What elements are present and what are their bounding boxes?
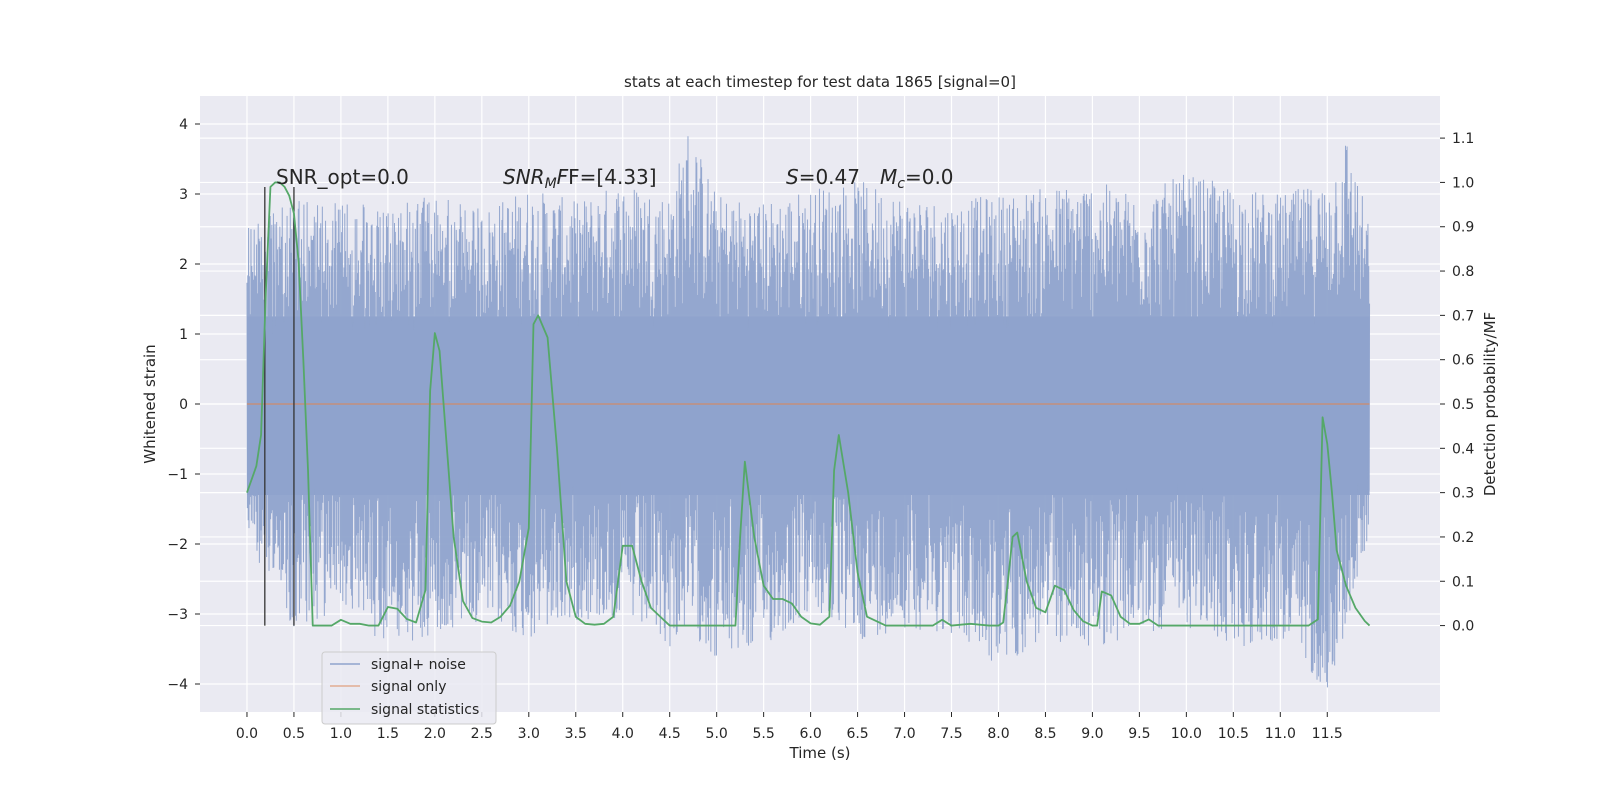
- y-right-tick-label: 1.1: [1452, 131, 1474, 147]
- x-tick-label: 0.5: [283, 726, 305, 742]
- x-tick-label: 1.0: [330, 726, 352, 742]
- snr-mf-value: F=[4.33]: [568, 165, 656, 189]
- s-annotation: S=0.47: [786, 165, 860, 189]
- x-tick-label: 4.0: [612, 726, 634, 742]
- s-value: =0.47: [799, 165, 860, 189]
- x-tick-label: 11.0: [1265, 726, 1296, 742]
- x-tick-label: 5.0: [706, 726, 728, 742]
- x-tick-label: 0.0: [236, 726, 258, 742]
- y-right-tick-label: 0.4: [1452, 441, 1474, 457]
- signal-statistics-line: [246, 181, 1371, 627]
- y-left-tick-label: 1: [179, 327, 188, 343]
- y-right-tick-label: 0.3: [1452, 486, 1474, 502]
- y-right-tick-label: 0.6: [1452, 353, 1474, 369]
- legend-label-signal-statistics: signal statistics: [371, 702, 479, 718]
- y-left-tick-label: −4: [167, 677, 188, 693]
- x-tick-label: 10.0: [1171, 726, 1202, 742]
- x-tick-label: 5.5: [753, 726, 775, 742]
- x-axis-label: Time (s): [789, 744, 851, 762]
- y-right-tick-label: 1.0: [1452, 175, 1474, 191]
- noise-trace: [246, 136, 1371, 688]
- x-tick-label: 1.5: [377, 726, 399, 742]
- mc-sub: c: [897, 176, 905, 192]
- x-tick-label: 7.5: [940, 726, 962, 742]
- x-tick-label: 3.5: [565, 726, 587, 742]
- window-markers: [264, 187, 295, 626]
- x-tick-label: 8.0: [987, 726, 1009, 742]
- snr-mf-sub: M: [545, 176, 557, 192]
- x-tick-label: 2.5: [471, 726, 493, 742]
- y-axis-right-ticks: 1.1 1.0 0.9 0.8 0.7 0.6 0.5 0.4 0.3 0.2 0.1 0.0: [1440, 131, 1474, 635]
- legend: signal+ noise signal only signal statist…: [321, 651, 497, 725]
- y-left-tick-label: 3: [179, 187, 188, 203]
- x-tick-label: 7.0: [893, 726, 915, 742]
- y-axis-left-label: Whitened strain: [141, 344, 159, 463]
- y-right-tick-label: 0.8: [1452, 264, 1474, 280]
- y-right-tick-label: 0.9: [1452, 220, 1474, 236]
- y-right-tick-label: 0.1: [1452, 574, 1474, 590]
- series-signal-statistics: [246, 181, 1371, 627]
- y-left-tick-label: −2: [167, 537, 188, 553]
- x-tick-label: 11.5: [1312, 726, 1343, 742]
- mc-value: =0.0: [905, 165, 954, 189]
- snr-mf-f: F: [557, 165, 569, 189]
- y-left-tick-label: −1: [167, 467, 188, 483]
- y-left-tick-label: 0: [179, 397, 188, 413]
- snr-mf-main: SNR: [503, 165, 545, 189]
- x-tick-label: 3.0: [518, 726, 540, 742]
- y-axis-right-label: Detection probability/MF: [1481, 312, 1499, 496]
- mc-annotation: Mc=0.0: [880, 165, 954, 192]
- legend-box: [321, 651, 497, 725]
- chart-title: stats at each timestep for test data 186…: [624, 73, 1016, 91]
- snr-opt-annotation: SNR_opt=0.0: [276, 165, 409, 189]
- y-right-tick-label: 0.2: [1452, 530, 1474, 546]
- x-tick-label: 8.5: [1034, 726, 1056, 742]
- x-tick-label: 9.0: [1081, 726, 1103, 742]
- x-axis-ticks: 0.0 0.5 1.0 1.5 2.0 2.5 3.0 3.5 4.0 4.5 5.0 5.5 6.0 6…: [236, 712, 1343, 742]
- x-tick-label: 4.5: [659, 726, 681, 742]
- x-tick-label: 9.5: [1128, 726, 1150, 742]
- x-tick-label: 6.0: [799, 726, 821, 742]
- x-tick-label: 6.5: [846, 726, 868, 742]
- y-right-tick-label: 0.7: [1452, 308, 1474, 324]
- s-label: S: [786, 165, 799, 189]
- mc-label: M: [880, 165, 897, 189]
- y-left-tick-label: 2: [179, 257, 188, 273]
- x-tick-label: 2.0: [424, 726, 446, 742]
- legend-label-signal-noise: signal+ noise: [371, 657, 466, 673]
- y-right-tick-label: 0.0: [1452, 619, 1474, 635]
- x-tick-label: 10.5: [1218, 726, 1249, 742]
- snr-mf-annotation: SNRMFF=[4.33]: [503, 165, 657, 192]
- y-right-tick-label: 0.5: [1452, 397, 1474, 413]
- legend-label-signal-only: signal only: [371, 679, 446, 695]
- y-axis-left-ticks: 4 3 2 1 0 −1 −2 −3 −4: [167, 117, 200, 693]
- y-left-tick-label: −3: [167, 607, 188, 623]
- y-left-tick-label: 4: [179, 117, 188, 133]
